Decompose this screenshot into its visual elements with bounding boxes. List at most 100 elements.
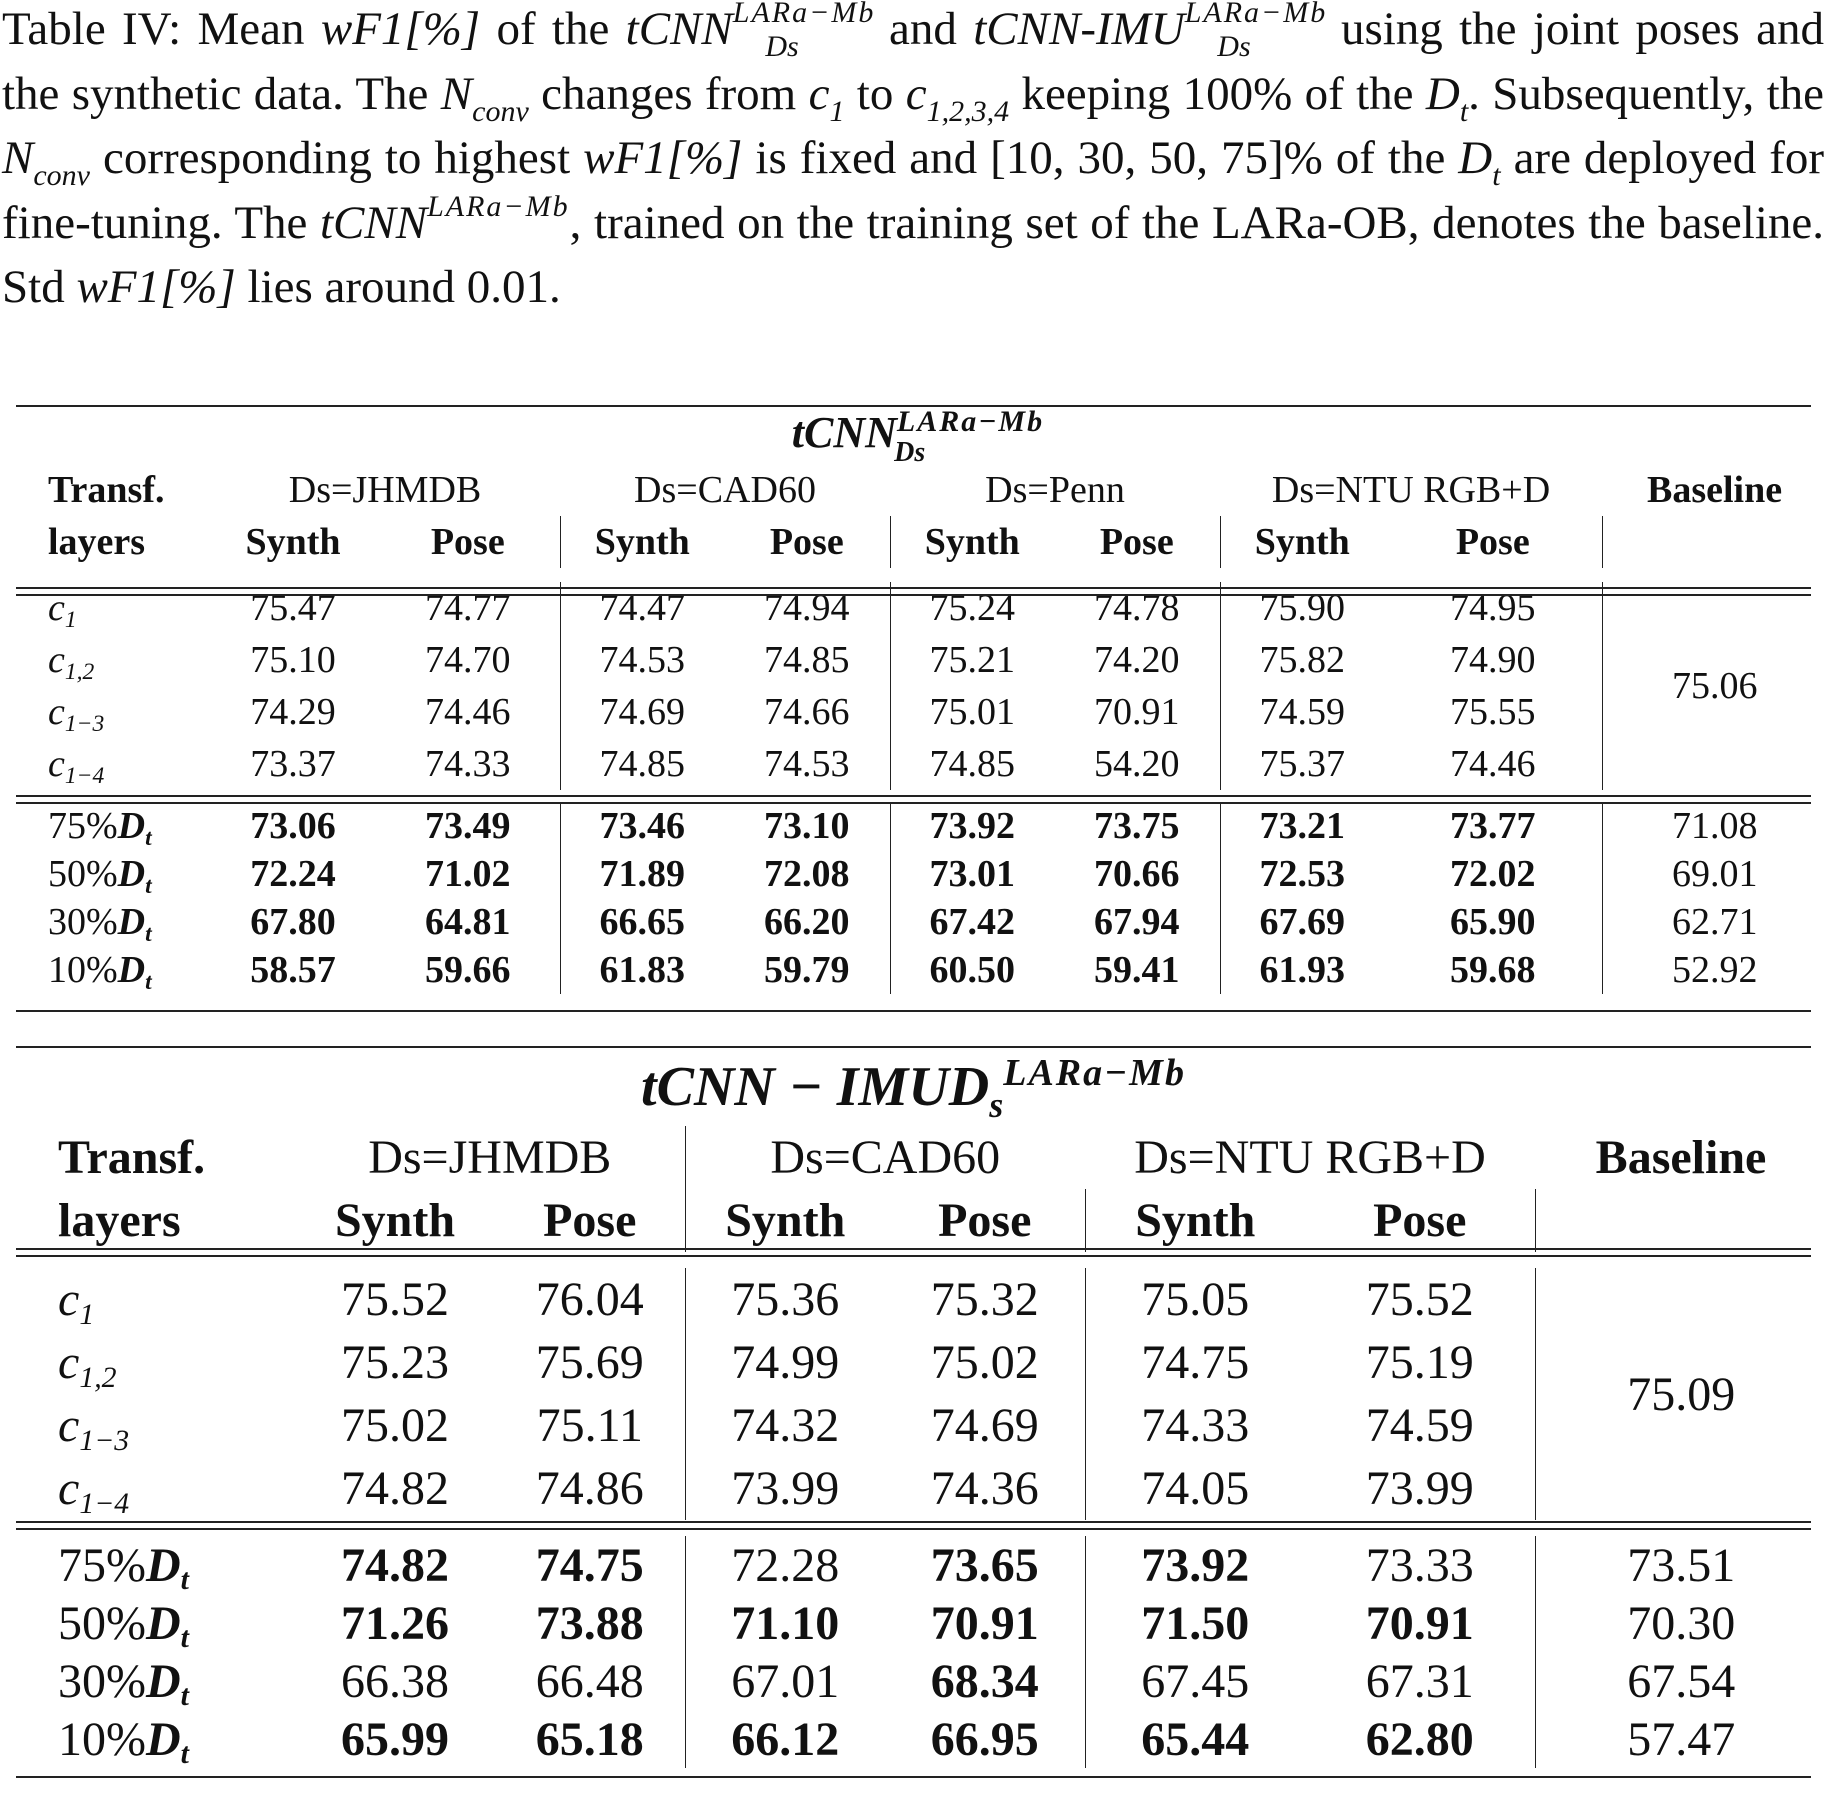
table-cell: 73.88 xyxy=(535,1596,644,1650)
table-cell: 71.10 xyxy=(684,1594,885,1652)
table-cell: 73.01 xyxy=(889,850,1054,898)
table2-top-rule xyxy=(16,1046,1811,1048)
header-cell: Ds=CAD60 xyxy=(684,1126,1086,1189)
row-label: c1−4 xyxy=(58,1462,130,1520)
row-label: c1−3 xyxy=(48,691,105,738)
table-row: c1−3 74.29 74.46 74.69 74.66 75.01 70.91 74.59 7… xyxy=(0,686,1827,738)
baseline-cell: 62.71 xyxy=(1601,898,1827,946)
table1: tCNNLARa−MbDs Transf. Ds=JHMDB Ds=CAD60 … xyxy=(0,402,1827,996)
table-cell: 70.66 xyxy=(1094,853,1180,895)
table-cell: 74.82 xyxy=(341,1538,449,1592)
table-cell: 75.05 xyxy=(1084,1268,1306,1331)
baseline-cell: 52.92 xyxy=(1601,946,1827,994)
table-cell: 73.37 xyxy=(250,743,336,785)
table-cell: 72.02 xyxy=(1450,853,1536,895)
table-cell: 61.83 xyxy=(559,946,724,994)
table-cell: 72.53 xyxy=(1219,850,1385,898)
table-cell: 73.75 xyxy=(1094,805,1180,847)
table-cell: 61.93 xyxy=(1219,946,1385,994)
table-cell: 74.59 xyxy=(1365,1399,1474,1452)
table-cell: 74.85 xyxy=(764,639,850,681)
table-cell: 75.23 xyxy=(341,1336,449,1389)
table-cell: 66.65 xyxy=(559,898,724,946)
header-cell: Synth xyxy=(245,521,341,563)
table-row: 75%Dt 74.82 74.75 72.28 73.65 73.92 73.33 73.51 xyxy=(0,1536,1827,1596)
baseline-cell: 75.06 xyxy=(1601,582,1827,790)
table-cell: 71.89 xyxy=(559,850,724,898)
table-cell: 74.85 xyxy=(559,738,724,790)
table-cell: 74.33 xyxy=(425,743,511,785)
table1-rule xyxy=(16,795,1811,804)
header-cell: Synth xyxy=(559,516,724,568)
table-cell: 75.10 xyxy=(250,639,336,681)
table1-rule xyxy=(16,587,1811,596)
table-cell: 73.99 xyxy=(1365,1462,1474,1515)
table-cell: 73.10 xyxy=(764,805,850,847)
table-cell: 67.45 xyxy=(1084,1652,1306,1710)
row-label: c1,2 xyxy=(48,639,95,686)
row-label: 10%Dt xyxy=(48,949,152,996)
table-cell: 75.52 xyxy=(1365,1273,1474,1326)
table-cell: 75.19 xyxy=(1365,1336,1474,1389)
table-caption: Table IV: Mean wF1[%] of the tCNNLARa−Mb… xyxy=(2,0,1825,313)
header-cell: Synth xyxy=(1084,1189,1306,1252)
header-cell: Transf. xyxy=(58,1131,206,1184)
row-label: 50%Dt xyxy=(58,1596,189,1655)
table-cell: 67.94 xyxy=(1094,901,1180,943)
table-cell: 70.91 xyxy=(1365,1596,1474,1650)
table-cell: 74.36 xyxy=(930,1462,1039,1515)
table-cell: 65.99 xyxy=(341,1712,449,1766)
table-cell: 74.70 xyxy=(425,639,511,681)
table-cell: 75.55 xyxy=(1450,691,1536,733)
table-cell: 74.90 xyxy=(1450,639,1536,681)
table-row: c1 75.52 76.04 75.36 75.32 75.05 75.52 75.09 xyxy=(0,1268,1827,1520)
header-cell: Ds=Penn xyxy=(985,469,1125,511)
table2-title: tCNN − IMUDsLARa−Mb xyxy=(641,1052,1186,1125)
table1-header-row-1: Transf. Ds=JHMDB Ds=CAD60 Ds=Penn Ds=NTU… xyxy=(0,464,1827,516)
table-cell: 74.53 xyxy=(559,634,724,686)
header-cell: Synth xyxy=(1219,516,1385,568)
table-cell: 73.49 xyxy=(425,805,511,847)
table-cell: 75.32 xyxy=(930,1273,1039,1326)
row-label: 50%Dt xyxy=(48,853,152,900)
table-cell: 66.12 xyxy=(684,1710,885,1768)
table-cell: 75.52 xyxy=(341,1273,449,1326)
table-cell: 74.82 xyxy=(341,1462,449,1515)
baseline-cell: 57.47 xyxy=(1534,1710,1827,1768)
row-label: c1,2 xyxy=(58,1336,117,1394)
table-cell: 74.85 xyxy=(889,738,1054,790)
header-cell: Pose xyxy=(769,521,844,563)
row-label: c1 xyxy=(48,587,77,634)
baseline-cell: 70.30 xyxy=(1534,1594,1827,1652)
table-cell: 71.26 xyxy=(341,1596,449,1650)
header-cell: Ds=JHMDB xyxy=(288,469,482,511)
row-label: c1 xyxy=(58,1273,95,1331)
header-cell: Pose xyxy=(1099,521,1174,563)
table-cell: 72.08 xyxy=(764,853,850,895)
table-cell: 62.80 xyxy=(1365,1712,1474,1766)
header-cell: Baseline xyxy=(1646,469,1783,511)
table-cell: 75.21 xyxy=(889,634,1054,686)
table-row: 75%Dt 73.06 73.49 73.46 73.10 73.92 73.75 73.21… xyxy=(0,802,1827,851)
table-cell: 67.80 xyxy=(250,901,336,943)
table1-bottom-rule xyxy=(16,1010,1811,1012)
baseline-cell: 67.54 xyxy=(1534,1652,1827,1710)
table-cell: 71.50 xyxy=(1084,1594,1306,1652)
header-cell: Ds=CAD60 xyxy=(634,469,816,511)
row-label: 30%Dt xyxy=(58,1654,189,1713)
table2-bottom-rule xyxy=(16,1776,1811,1778)
table-cell: 75.02 xyxy=(930,1336,1039,1389)
table-cell: 74.33 xyxy=(1084,1394,1306,1457)
table-cell: 68.34 xyxy=(930,1654,1039,1708)
header-cell: Synth xyxy=(684,1189,885,1252)
table-cell: 66.48 xyxy=(535,1654,644,1708)
table-cell: 75.36 xyxy=(684,1268,885,1331)
table-row: 30%Dt 67.80 64.81 66.65 66.20 67.42 67.94 67.69… xyxy=(0,898,1827,947)
table-row: 10%Dt 58.57 59.66 61.83 59.79 60.50 59.41 61.93… xyxy=(0,946,1827,996)
table-cell: 65.18 xyxy=(535,1712,644,1766)
header-cell: Pose xyxy=(543,1194,637,1247)
table2-header-row-2: layers Synth Pose Synth Pose Synth Pose xyxy=(0,1189,1827,1252)
table-cell: 74.20 xyxy=(1094,639,1180,681)
baseline-cell: 75.09 xyxy=(1534,1268,1827,1520)
baseline-cell: 69.01 xyxy=(1601,850,1827,898)
